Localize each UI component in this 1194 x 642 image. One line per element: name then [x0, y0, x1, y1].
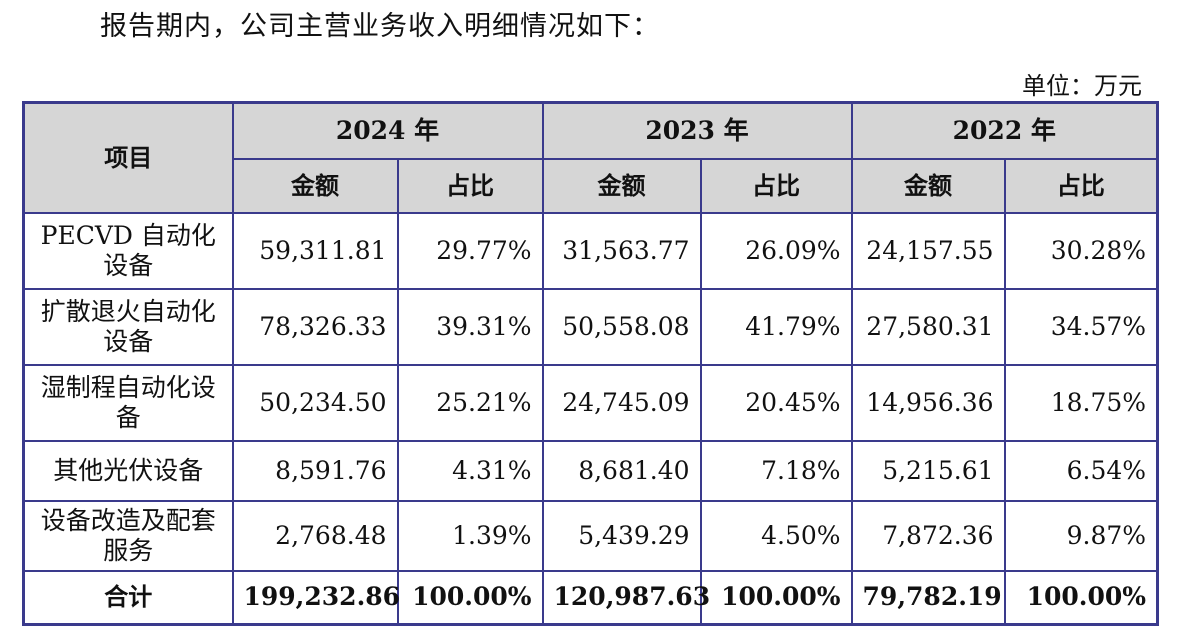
table-row: 湿制程自动化设备 50,234.50 25.21% 24,745.09 20.4… [22, 363, 1159, 442]
unit-label: 单位：万元 [1022, 72, 1142, 100]
cell-value: 31,563.77 [541, 211, 702, 290]
cell-value: 34.57% [1003, 287, 1159, 366]
revenue-table: 项目 2024 年 2023 年 2022 年 金额 占比 金额 占比 金额 占… [22, 101, 1160, 626]
cell-value: 8,591.76 [231, 439, 399, 502]
total-row: 合计 199,232.86 100.00% 120,987.63 100.00%… [22, 569, 1159, 626]
row-name: 设备改造及配套服务 [22, 499, 234, 572]
cell-value: 100.00% [699, 569, 853, 626]
cell-value: 39.31% [396, 287, 544, 366]
year-header-2024: 2024 年 [231, 101, 544, 160]
cell-value: 7,872.36 [850, 499, 1006, 572]
item-header: 项目 [22, 101, 234, 214]
cell-value: 50,558.08 [541, 287, 702, 366]
cell-value: 199,232.86 [231, 569, 400, 626]
table-row: 其他光伏设备 8,591.76 4.31% 8,681.40 7.18% 5,2… [22, 439, 1159, 502]
cell-value: 5,439.29 [541, 499, 702, 572]
row-name: 扩散退火自动化设备 [22, 287, 234, 366]
cell-value: 26.09% [699, 211, 853, 290]
ratio-header: 占比 [396, 157, 544, 214]
table-row: PECVD 自动化设备 59,311.81 29.77% 31,563.77 2… [22, 211, 1159, 290]
cell-value: 9.87% [1003, 499, 1159, 572]
cell-value: 50,234.50 [231, 363, 399, 442]
cell-value: 4.31% [396, 439, 544, 502]
row-name: 其他光伏设备 [22, 439, 234, 502]
cell-value: 24,745.09 [541, 363, 702, 442]
cell-value: 18.75% [1003, 363, 1159, 442]
amount-header: 金额 [850, 157, 1006, 214]
amount-header: 金额 [541, 157, 702, 214]
year-header-2022: 2022 年 [850, 101, 1159, 160]
cell-value: 6.54% [1003, 439, 1159, 502]
cell-value: 78,326.33 [231, 287, 399, 366]
cell-value: 2,768.48 [231, 499, 399, 572]
cell-value: 24,157.55 [850, 211, 1006, 290]
cell-value: 100.00% [1003, 569, 1159, 626]
cell-value: 30.28% [1003, 211, 1159, 290]
cell-value: 59,311.81 [231, 211, 399, 290]
table-row: 设备改造及配套服务 2,768.48 1.39% 5,439.29 4.50% … [22, 499, 1159, 572]
cell-value: 4.50% [699, 499, 853, 572]
row-name: 湿制程自动化设备 [22, 363, 234, 442]
total-label: 合计 [22, 569, 234, 626]
cell-value: 27,580.31 [850, 287, 1006, 366]
cell-value: 25.21% [396, 363, 544, 442]
intro-text: 报告期内，公司主营业务收入明细情况如下： [100, 11, 660, 42]
cell-value: 1.39% [396, 499, 544, 572]
cell-value: 79,782.19 [850, 569, 1006, 626]
cell-value: 14,956.36 [850, 363, 1006, 442]
ratio-header: 占比 [1003, 157, 1159, 214]
cell-value: 20.45% [699, 363, 853, 442]
cell-value: 5,215.61 [850, 439, 1006, 502]
table-row: 扩散退火自动化设备 78,326.33 39.31% 50,558.08 41.… [22, 287, 1159, 366]
row-name: PECVD 自动化设备 [22, 211, 234, 290]
year-header-2023: 2023 年 [541, 101, 853, 160]
cell-value: 8,681.40 [541, 439, 702, 502]
ratio-header: 占比 [699, 157, 853, 214]
cell-value: 29.77% [396, 211, 544, 290]
cell-value: 120,987.63 [541, 569, 710, 626]
cell-value: 41.79% [699, 287, 853, 366]
cell-value: 100.00% [396, 569, 544, 626]
amount-header: 金额 [231, 157, 399, 214]
cell-value: 7.18% [699, 439, 853, 502]
